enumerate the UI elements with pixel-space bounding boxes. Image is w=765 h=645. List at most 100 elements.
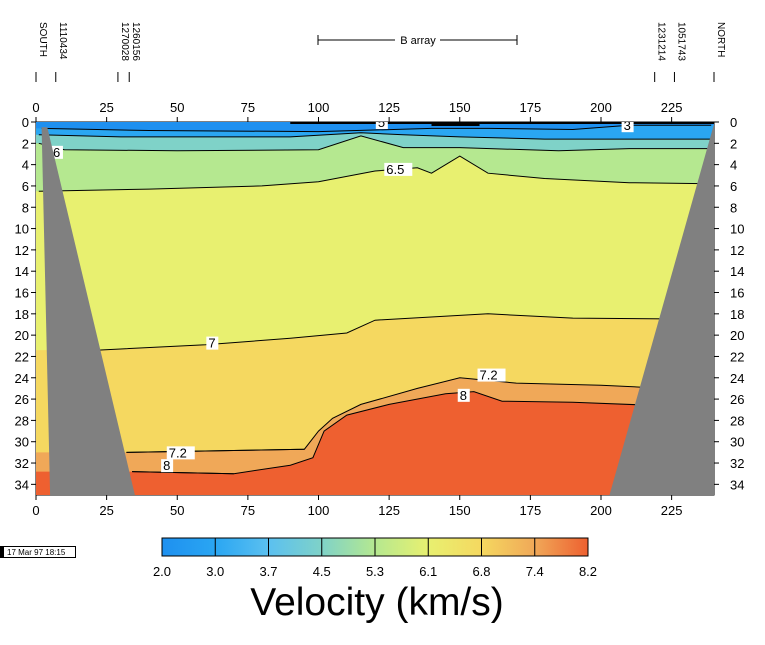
contour-label-box — [166, 446, 195, 460]
y-tick-label: 8 — [730, 200, 737, 215]
y-tick-label: 4 — [730, 158, 737, 173]
colorbar-tick-label: 4.5 — [313, 564, 331, 579]
contour-label-box — [375, 122, 388, 129]
y-tick-label: 14 — [15, 264, 29, 279]
x-tick-label: 50 — [170, 100, 184, 115]
velocity-band — [36, 391, 714, 495]
contour-label-box — [384, 162, 413, 176]
colorbar-tick-label: 6.1 — [419, 564, 437, 579]
unsampled-wedge-left — [41, 127, 135, 496]
y-tick-label: 20 — [730, 328, 744, 343]
y-tick-label: 18 — [730, 307, 744, 322]
contour-label: 5 — [378, 115, 385, 130]
contour-label: 7.2 — [169, 445, 187, 460]
contour-line — [38, 132, 712, 140]
station-label: 1110434 — [57, 22, 68, 60]
x-tick-label: 25 — [99, 100, 113, 115]
y-tick-label: 32 — [730, 456, 744, 471]
y-tick-label: 30 — [15, 435, 29, 450]
contour-label: 8 — [163, 458, 170, 473]
colorbar-tick-label: 5.3 — [366, 564, 384, 579]
contour-label: 7 — [208, 336, 215, 351]
x-tick-label: 25 — [99, 503, 113, 518]
x-tick-label: 0 — [32, 503, 39, 518]
x-tick-label: 200 — [590, 100, 612, 115]
y-tick-label: 6 — [730, 179, 737, 194]
north-label: NORTH — [715, 22, 726, 57]
contour-line — [132, 391, 712, 475]
contour-label-box — [161, 459, 174, 473]
x-tick-label: 75 — [241, 503, 255, 518]
y-tick-label: 10 — [15, 222, 29, 237]
y-tick-label: 2 — [730, 136, 737, 151]
y-tick-label: 32 — [15, 456, 29, 471]
y-tick-label: 8 — [22, 200, 29, 215]
x-tick-label: 150 — [449, 503, 471, 518]
x-tick-label: 125 — [378, 100, 400, 115]
bottom-x-axis: 0 25 50 75 100 125 150 175 200 225 — [32, 495, 682, 518]
y-tick-label: 28 — [730, 413, 744, 428]
station-labels: SOUTH NORTH 1110434 1270028 1260156 1231214 10… — [35, 22, 726, 82]
y-tick-label: 22 — [730, 349, 744, 364]
colorbar-tick-label: 8.2 — [579, 564, 597, 579]
y-tick-label: 16 — [730, 286, 744, 301]
contour-label-box — [206, 336, 219, 350]
contour-line — [126, 448, 305, 453]
contour-line — [41, 124, 712, 133]
top-x-axis: 0 25 50 75 100 125 150 175 200 225 — [32, 100, 682, 122]
station-label: 1051743 — [675, 22, 686, 61]
contour-label-box — [477, 368, 506, 382]
x-tick-label: 225 — [661, 503, 683, 518]
y-tick-label: 6 — [22, 179, 29, 194]
south-label: SOUTH — [37, 22, 48, 57]
y-tick-label: 12 — [730, 243, 744, 258]
y-tick-label: 4 — [22, 158, 29, 173]
station-label: 1260156 — [130, 22, 141, 61]
contour-label: 6.5 — [386, 162, 404, 177]
y-tick-label: 10 — [730, 222, 744, 237]
contour-label-box — [457, 388, 470, 402]
contour-label: 3 — [624, 118, 631, 133]
x-tick-label: 0 — [32, 100, 39, 115]
contour-line — [98, 313, 712, 351]
y-tick-label: 12 — [15, 243, 29, 258]
y-tick-label: 34 — [15, 477, 29, 492]
x-tick-label: 175 — [520, 503, 542, 518]
y-tick-label: 24 — [730, 371, 744, 386]
y-tick-label: 30 — [730, 435, 744, 450]
y-tick-label: 0 — [730, 115, 737, 130]
y-tick-label: 26 — [15, 392, 29, 407]
x-tick-label: 75 — [241, 100, 255, 115]
colorbar-tick-label: 7.4 — [526, 564, 544, 579]
x-tick-label: 100 — [308, 503, 330, 518]
contour-line — [126, 377, 712, 453]
station-label: 1231214 — [656, 22, 667, 61]
y-tick-label: 16 — [15, 286, 29, 301]
y-tick-label: 2 — [22, 136, 29, 151]
contour-line — [132, 471, 234, 475]
velocity-colorbar: 2.0 3.0 3.7 4.5 5.3 6.1 6.8 7.4 8.2 — [153, 537, 597, 579]
y-tick-label: 24 — [15, 371, 29, 386]
station-label: 1270028 — [119, 22, 130, 61]
contour-label: 8 — [460, 388, 467, 403]
colorbar-title: Velocity (km/s) — [250, 581, 504, 624]
timestamp-stamp: 17 Mar 97 18:15 — [0, 546, 76, 558]
y-tick-label: 18 — [15, 307, 29, 322]
y-tick-label: 20 — [15, 328, 29, 343]
surface-marker — [290, 122, 714, 124]
colorbar-tick-label: 6.8 — [472, 564, 490, 579]
x-tick-label: 50 — [170, 503, 184, 518]
contour-label: 6 — [53, 145, 60, 160]
x-tick-label: 100 — [308, 100, 330, 115]
x-tick-label: 125 — [378, 503, 400, 518]
x-tick-label: 200 — [590, 503, 612, 518]
contour-label: 7.2 — [480, 368, 498, 383]
contour-line — [38, 155, 712, 192]
y-tick-label: 26 — [730, 392, 744, 407]
x-tick-label: 150 — [449, 100, 471, 115]
unsampled-wedge-right — [609, 124, 714, 495]
